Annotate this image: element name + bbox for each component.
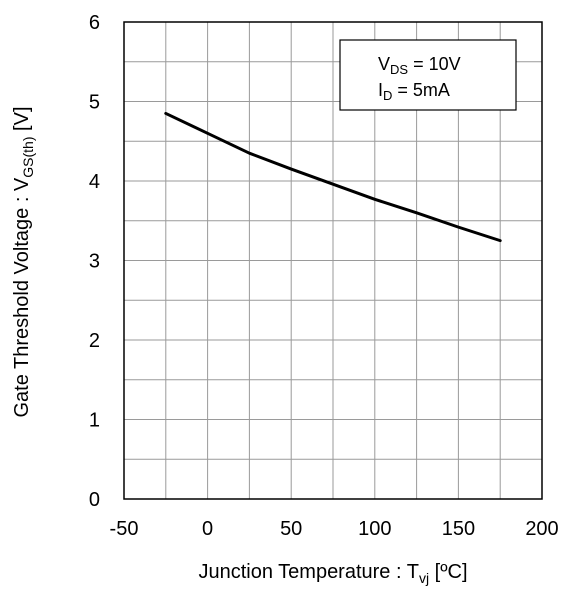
x-axis-title: Junction Temperature : Tvj [ºC] xyxy=(198,561,467,586)
y-tick-label: 5 xyxy=(89,92,100,114)
y-tick-label: 6 xyxy=(89,12,100,34)
y-axis-title: Gate Threshold Voltage : VGS(th) [V] xyxy=(11,106,36,417)
x-tick-labels: -50 0 50 100 150 200 xyxy=(110,518,559,540)
plot-frame xyxy=(123,21,543,500)
y-tick-label: 3 xyxy=(89,251,100,273)
x-tick-label: 200 xyxy=(525,518,558,540)
x-tick-label: 0 xyxy=(202,518,213,540)
series-line xyxy=(164,111,502,243)
annotation-line-2: ID = 5mA xyxy=(378,80,450,103)
y-tick-label: 1 xyxy=(89,410,100,432)
y-tick-label: 2 xyxy=(89,330,100,352)
annotation-line-1: VDS = 10V xyxy=(378,54,461,77)
annotation-box: VDS = 10V ID = 5mA xyxy=(339,39,517,111)
x-tick-label: 50 xyxy=(280,518,302,540)
x-tick-label: -50 xyxy=(110,518,139,540)
y-tick-label: 0 xyxy=(89,489,100,511)
y-tick-label: 4 xyxy=(89,171,100,193)
x-tick-label: 150 xyxy=(442,518,475,540)
y-tick-labels: 0 1 2 3 4 5 6 xyxy=(89,12,100,511)
x-tick-label: 100 xyxy=(358,518,391,540)
